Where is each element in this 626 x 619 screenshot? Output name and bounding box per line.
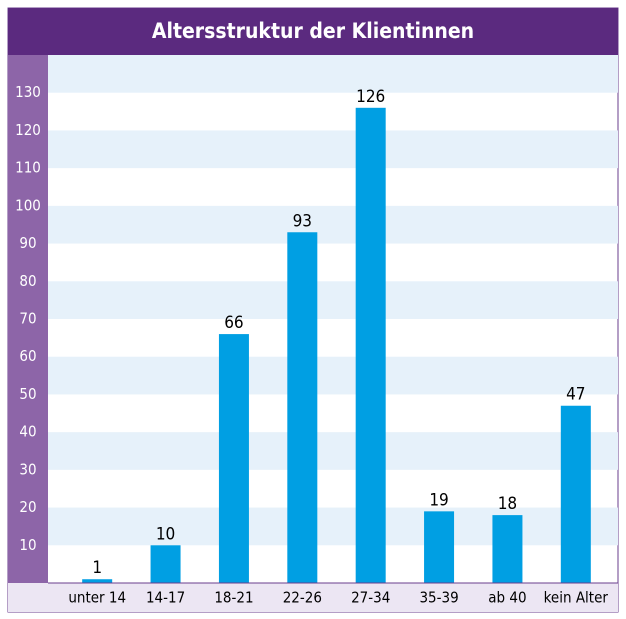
x-tick-label: kein Alter (544, 589, 609, 607)
value-label: 66 (224, 313, 243, 333)
y-axis-strip (8, 55, 48, 583)
bar (82, 579, 113, 583)
value-label: 93 (293, 211, 312, 231)
y-tick-label: 40 (19, 423, 36, 441)
bar (355, 107, 386, 584)
grid-band (48, 507, 618, 546)
x-tick-label: 27-34 (351, 589, 390, 607)
grid-band (48, 205, 618, 244)
y-tick-label: 50 (19, 385, 36, 403)
y-tick-label: 130 (15, 83, 41, 101)
x-tick-label: unter 14 (68, 589, 126, 607)
value-label: 19 (429, 490, 448, 510)
value-label: 1 (92, 558, 102, 578)
header (8, 8, 618, 55)
x-tick-label: 14-17 (146, 589, 185, 607)
bar (492, 515, 523, 583)
y-tick-label: 20 (19, 498, 36, 516)
y-tick-label: 110 (15, 159, 41, 177)
bar (218, 334, 249, 583)
x-tick-label: 22-26 (283, 589, 322, 607)
x-tick-label: 35-39 (419, 589, 458, 607)
bar (150, 545, 181, 583)
y-tick-label: 70 (19, 310, 36, 328)
y-tick-label: 30 (19, 460, 36, 478)
bar (560, 405, 591, 583)
x-axis-strip (8, 583, 618, 612)
y-tick-label: 120 (15, 121, 41, 139)
x-tick-label: ab 40 (488, 589, 526, 607)
y-tick-label: 60 (19, 347, 36, 365)
grid-band (48, 356, 618, 395)
grid-band (48, 432, 618, 470)
y-tick-label: 100 (15, 196, 41, 214)
grid-band (48, 130, 618, 169)
y-tick-label: 90 (19, 234, 36, 252)
value-label: 18 (498, 494, 517, 514)
y-tick-label: 80 (19, 272, 36, 290)
value-label: 10 (156, 524, 175, 544)
value-label: 47 (566, 385, 585, 405)
grid-band (48, 281, 618, 319)
chart-title: Altersstruktur der Klientinnen (152, 19, 474, 43)
bar (424, 511, 455, 583)
bar (287, 232, 318, 583)
x-tick-label: 18-21 (214, 589, 253, 607)
value-label: 126 (356, 87, 385, 107)
grid-band (48, 55, 618, 93)
y-tick-label: 10 (19, 536, 36, 554)
